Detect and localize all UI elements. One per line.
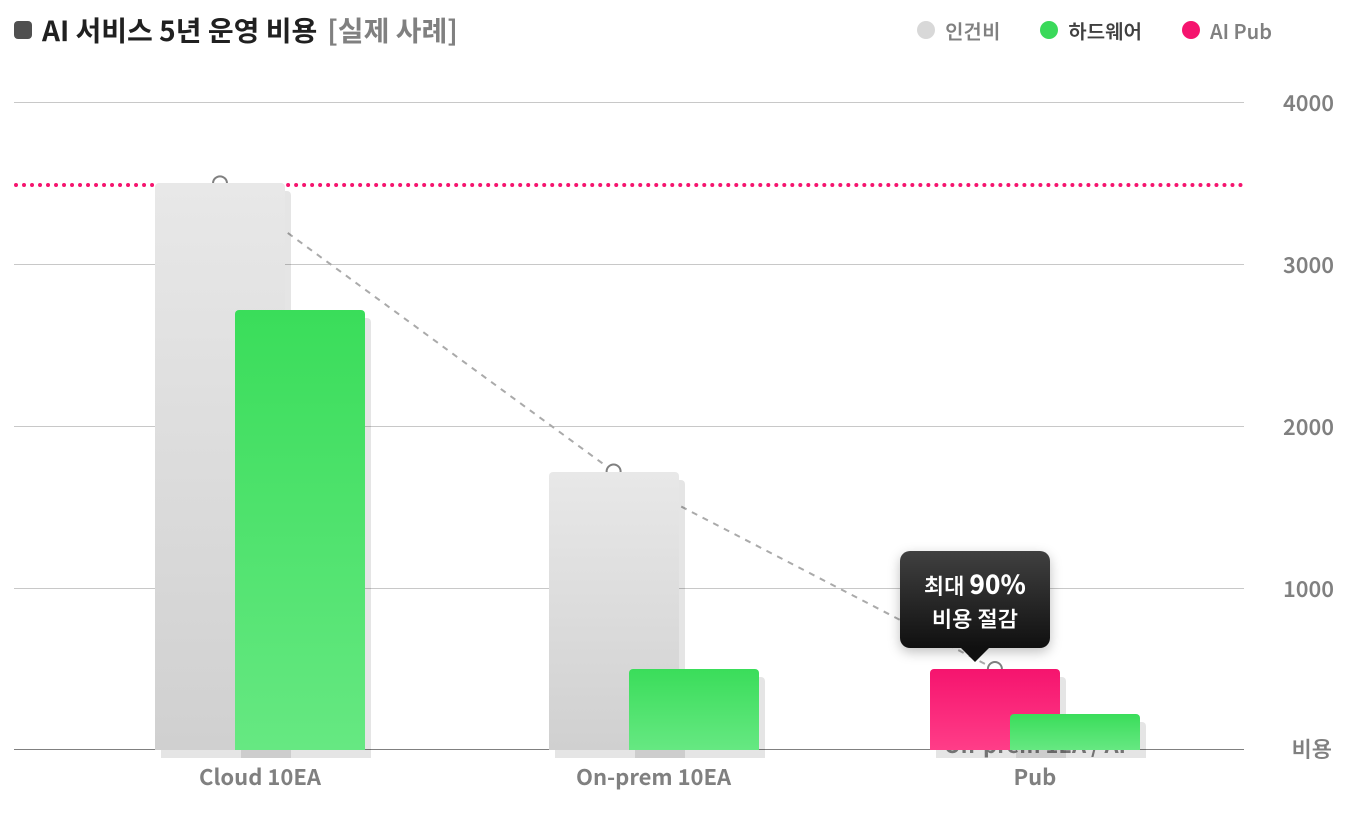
chart-title-group: AI 서비스 5년 운영 비용 [실제 사례] [14,10,458,50]
bar-hardware [235,310,365,750]
title-bullet-icon [14,21,32,39]
chart-plot-area: 비용 1000200030004000Cloud 10EAOn-prem 10E… [14,70,1244,750]
y-tick-label: 1000 [1254,572,1334,604]
chart-legend: 인건비 하드웨어 AI Pub [917,16,1272,45]
legend-label: AI Pub [1210,16,1272,45]
chart-title-main: AI 서비스 5년 운영 비용 [42,10,317,50]
legend-dot-icon [1040,21,1058,39]
bar-hardware [1010,714,1140,750]
bar-group: Cloud 10EA [155,183,365,750]
tooltip-strong: 90% [969,565,1025,602]
bar-group: On-prem 1EA / AI Pub [930,669,1140,750]
savings-tooltip: 최대 90%비용 절감 [900,551,1050,648]
legend-label: 하드웨어 [1068,16,1142,45]
chart-container: AI 서비스 5년 운영 비용 [실제 사례] 인건비 하드웨어 AI Pub 비용… [0,0,1352,834]
tooltip-line1: 최대 90% [924,565,1026,602]
legend-item: 하드웨어 [1040,16,1142,45]
legend-item: 인건비 [917,16,1000,45]
bar-hardware [629,669,759,750]
y-axis-label: 비용 [1292,732,1332,764]
gridline [14,102,1244,103]
x-axis-label: Cloud 10EA [155,760,365,792]
x-axis-label: On-prem 10EA [549,760,759,792]
tooltip-line2: 비용 절감 [924,602,1026,634]
tooltip-prefix: 최대 [924,569,969,601]
y-tick-label: 4000 [1254,86,1334,118]
chart-title-sub: [실제 사례] [327,10,458,50]
y-tick-label: 2000 [1254,410,1334,442]
legend-dot-icon [1182,21,1200,39]
legend-label: 인건비 [945,16,1000,45]
y-tick-label: 3000 [1254,248,1334,280]
legend-item: AI Pub [1182,16,1272,45]
bar-group: On-prem 10EA [549,472,759,750]
chart-header: AI 서비스 5년 운영 비용 [실제 사례] 인건비 하드웨어 AI Pub [14,10,1272,50]
legend-dot-icon [917,21,935,39]
